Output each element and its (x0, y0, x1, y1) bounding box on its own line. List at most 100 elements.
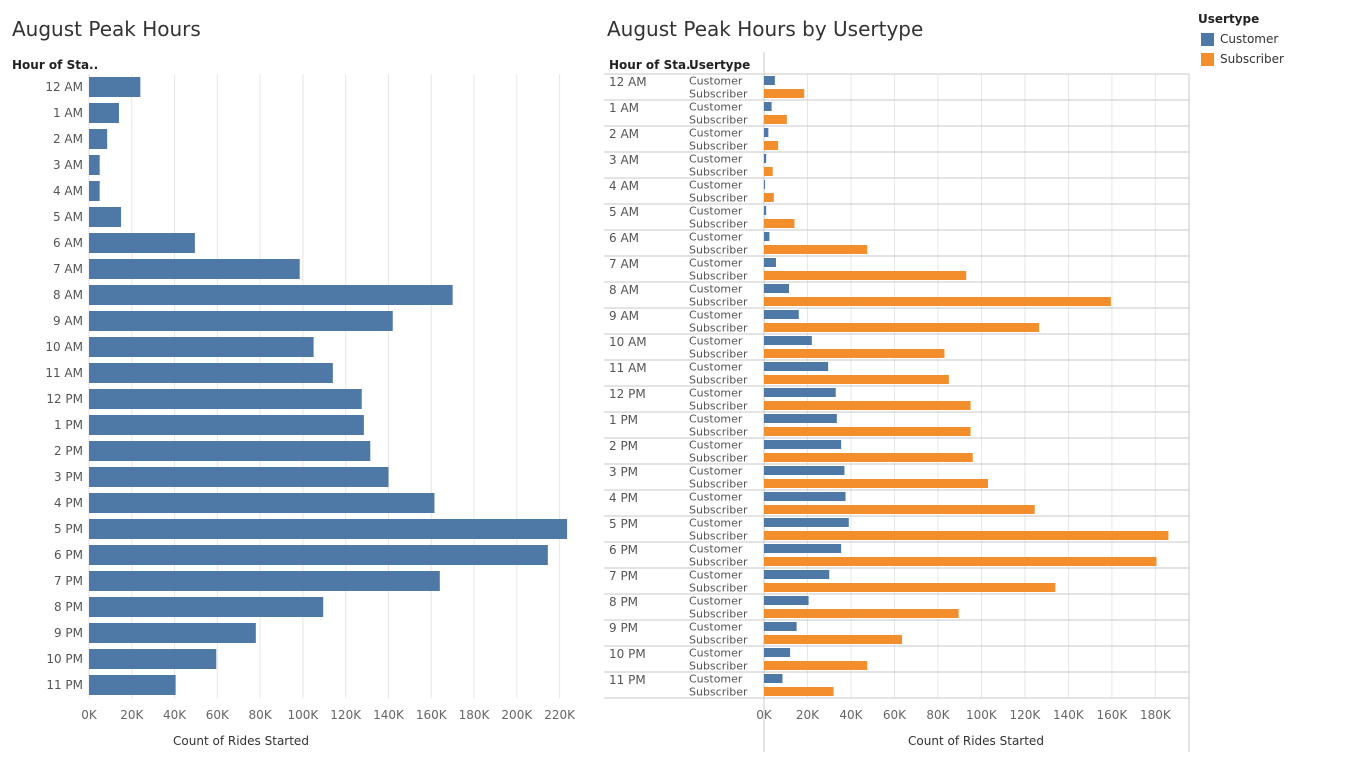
usertype-label: Subscriber (689, 608, 748, 621)
usertype-label: Subscriber (689, 244, 748, 257)
bar-subscriber (764, 505, 1035, 514)
legend-item-customer[interactable]: Customer (1201, 32, 1278, 46)
y-category-label: 2 AM (53, 132, 83, 146)
x-tick-label: 100K (288, 708, 320, 722)
bar-customer (764, 232, 770, 241)
usertype-label: Subscriber (689, 634, 748, 647)
usertype-label: Customer (689, 543, 743, 556)
usertype-label: Subscriber (689, 114, 748, 127)
y-category-label: 10 PM (46, 652, 83, 666)
hour-label: 8 AM (609, 283, 639, 297)
usertype-label: Subscriber (689, 530, 748, 543)
bar-customer (764, 102, 772, 111)
legend-swatch-subscriber (1201, 52, 1214, 66)
hour-label: 3 AM (609, 153, 639, 167)
usertype-label: Customer (689, 153, 743, 166)
y-category-label: 8 AM (53, 288, 83, 302)
usertype-label: Customer (689, 387, 743, 400)
usertype-label: Subscriber (689, 426, 748, 439)
hour-label: 4 PM (609, 491, 638, 505)
right-chart-title: August Peak Hours by Usertype (607, 17, 924, 41)
bar-subscriber (764, 453, 973, 462)
hour-label: 12 AM (609, 75, 647, 89)
usertype-label: Subscriber (689, 374, 748, 387)
bar (89, 441, 371, 461)
bar-customer (764, 310, 799, 319)
usertype-label: Customer (689, 595, 743, 608)
x-tick-label: 40K (163, 708, 187, 722)
bar (89, 285, 453, 305)
bar (89, 207, 122, 227)
usertype-label: Customer (689, 335, 743, 348)
usertype-label: Subscriber (689, 400, 748, 413)
bar-subscriber (764, 115, 787, 124)
bar-subscriber (764, 635, 903, 644)
usertype-label: Customer (689, 673, 743, 686)
bar (89, 103, 119, 123)
y-category-label: 10 AM (45, 340, 83, 354)
hour-label: 9 PM (609, 621, 638, 635)
hour-label: 1 AM (609, 101, 639, 115)
bar-customer (764, 388, 836, 397)
bar (89, 389, 362, 409)
y-category-label: 1 AM (53, 106, 83, 120)
x-tick-label: 60K (883, 708, 907, 722)
bar-customer (764, 518, 849, 527)
bar-customer (764, 648, 791, 657)
bar-customer (764, 206, 767, 215)
bar (89, 467, 389, 487)
y-category-label: 3 PM (54, 470, 83, 484)
x-tick-label: 120K (330, 708, 362, 722)
y-category-label: 1 PM (54, 418, 83, 432)
y-category-label: 12 AM (45, 80, 83, 94)
bar-subscriber (764, 661, 868, 670)
bar-customer (764, 284, 790, 293)
bar (89, 259, 300, 279)
usertype-label: Subscriber (689, 270, 748, 283)
bar (89, 649, 217, 669)
bar-subscriber (764, 349, 945, 358)
usertype-label: Subscriber (689, 582, 748, 595)
usertype-label: Subscriber (689, 478, 748, 491)
y-category-label: 12 PM (46, 392, 83, 406)
left-row-header: Hour of Sta.. (12, 58, 99, 72)
bar-subscriber (764, 583, 1056, 592)
bar-customer (764, 674, 783, 683)
bar-subscriber (764, 401, 971, 410)
y-category-label: 7 AM (53, 262, 83, 276)
usertype-label: Customer (689, 309, 743, 322)
legend-item-subscriber[interactable]: Subscriber (1201, 52, 1284, 66)
bar-subscriber (764, 479, 988, 488)
bar-subscriber (764, 375, 949, 384)
y-category-label: 4 AM (53, 184, 83, 198)
hour-label: 5 AM (609, 205, 639, 219)
x-tick-label: 220K (544, 708, 576, 722)
hour-label: 8 PM (609, 595, 638, 609)
usertype-label: Subscriber (689, 322, 748, 335)
usertype-label: Customer (689, 283, 743, 296)
bar-subscriber (764, 557, 1157, 566)
x-tick-label: 80K (249, 708, 273, 722)
bar (89, 493, 435, 513)
usertype-label: Subscriber (689, 140, 748, 153)
bar (89, 363, 333, 383)
bar-subscriber (764, 193, 774, 202)
usertype-label: Customer (689, 647, 743, 660)
x-tick-label: 20K (796, 708, 820, 722)
bar-customer (764, 362, 829, 371)
hour-label: 11 AM (609, 361, 647, 375)
x-tick-label: 160K (416, 708, 448, 722)
usertype-label: Customer (689, 101, 743, 114)
y-category-label: 5 PM (54, 522, 83, 536)
usertype-label: Subscriber (689, 504, 748, 517)
hour-label: 7 AM (609, 257, 639, 271)
legend-swatch-customer (1201, 32, 1214, 46)
x-tick-label: 160K (1097, 708, 1129, 722)
bar-subscriber (764, 427, 971, 436)
bar (89, 597, 324, 617)
bar-customer (764, 258, 776, 267)
bar-customer (764, 414, 837, 423)
x-tick-label: 180K (1140, 708, 1172, 722)
hour-label: 10 AM (609, 335, 647, 349)
usertype-label: Customer (689, 439, 743, 452)
